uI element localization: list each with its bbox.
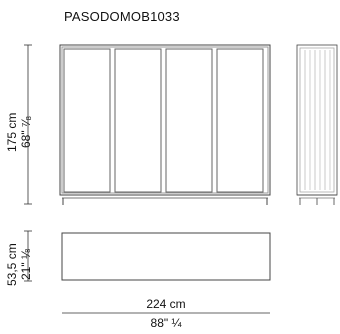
depth-in-label: 21" ⅛ <box>19 249 33 280</box>
side-view <box>296 44 338 205</box>
door-panel <box>114 48 162 193</box>
top-view <box>61 232 271 281</box>
front-view <box>59 44 271 205</box>
door-panel <box>216 48 264 193</box>
door-panel <box>165 48 213 193</box>
width-cm-label: 224 cm <box>146 297 186 311</box>
depth-cm-label: 53,5 cm <box>5 243 19 286</box>
width-in-label: 88" ¼ <box>150 316 182 330</box>
depth-dimension-line <box>24 230 32 282</box>
height-in-label: 68" ⁷⁄₈ <box>19 115 33 148</box>
door-panel <box>63 48 111 193</box>
height-cm-label: 175 cm <box>5 112 19 152</box>
product-code: PASODOMOB1033 <box>64 9 180 24</box>
height-dimension-line <box>24 44 32 205</box>
